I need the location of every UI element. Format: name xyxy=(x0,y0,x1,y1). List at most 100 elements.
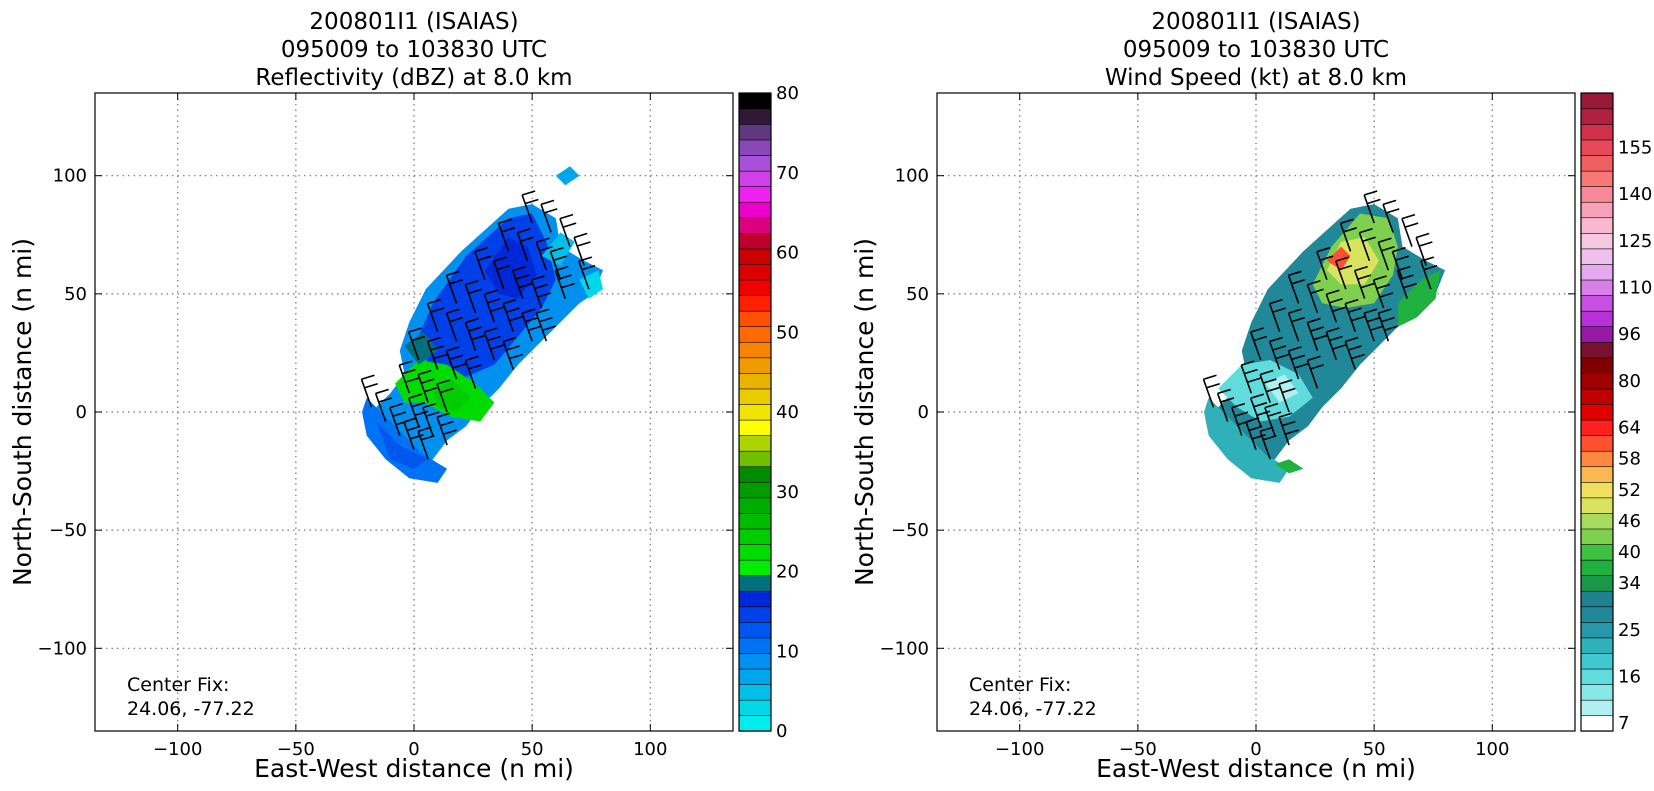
wind-barb-0 xyxy=(1202,374,1220,408)
colorbar-bin-37 xyxy=(1580,139,1614,156)
colorbar-bin-37 xyxy=(738,139,772,156)
reflectivity-colorbar: 0 10 20 30 40 50 60 70 80 xyxy=(738,83,799,742)
colorbar-tick-label-10: 96 xyxy=(1618,324,1641,345)
y-tick-label-1: −50 xyxy=(891,520,929,541)
colorbar-bin-25 xyxy=(1580,326,1614,343)
colorbar-bin-22 xyxy=(738,372,772,390)
y-tick-label-4: 100 xyxy=(895,166,929,187)
reflectivity-plot-area: −100 −50 0 50 100 −100 −50 0 50 100 Center Fix: 2… xyxy=(38,92,734,760)
left-ticks: −100 −50 0 50 100 −100 −50 0 50 100 xyxy=(38,93,733,760)
wind-barb-18 xyxy=(483,327,504,361)
colorbar-bin-2 xyxy=(1580,684,1614,701)
colorbar-bin-40 xyxy=(738,92,772,110)
wind-barb-21 xyxy=(1306,279,1324,314)
wind-barb-38 xyxy=(1420,256,1438,290)
colorbar-tick-label-0: 7 xyxy=(1618,713,1629,734)
y-tick-label-1: −50 xyxy=(49,520,87,541)
colorbar-bin-22 xyxy=(1580,372,1614,390)
y-tick-label-0: −100 xyxy=(880,638,929,659)
colorbar-tick-label-6: 60 xyxy=(776,243,799,264)
wind-barb-13 xyxy=(1287,346,1309,380)
colorbar-bin-24 xyxy=(738,341,772,359)
wind-barb-7 xyxy=(1278,412,1299,446)
colorbar-bin-36 xyxy=(738,154,772,172)
wind-barb-9 xyxy=(1259,369,1280,403)
colorbar-tick-label-3: 30 xyxy=(776,482,799,503)
field-region-8 xyxy=(1274,459,1304,474)
colorbar-bin-9 xyxy=(738,575,772,592)
right-x-axis-label: East-West distance (n mi) xyxy=(1096,754,1416,783)
field-region-10 xyxy=(376,421,429,469)
colorbar-tick-label-9: 80 xyxy=(1618,371,1641,392)
colorbar-bin-35 xyxy=(1580,170,1614,187)
colorbar-bin-1 xyxy=(738,699,772,717)
colorbar-bin-12 xyxy=(738,528,772,545)
wind-barb-4 xyxy=(417,426,435,460)
wind-barb-17 xyxy=(464,317,486,351)
wind-barb-24 xyxy=(1363,308,1384,342)
colorbar-bin-13 xyxy=(1580,512,1614,530)
field-region-9 xyxy=(555,166,580,186)
wind-barb-8 xyxy=(1240,360,1261,394)
right-title-line-2: 095009 to 103830 UTC xyxy=(1123,37,1389,63)
colorbar-bin-28 xyxy=(738,279,772,296)
colorbar-tick-label-8: 80 xyxy=(776,83,799,104)
wind-barb-0 xyxy=(360,374,378,408)
colorbar-bin-17 xyxy=(1580,450,1614,468)
colorbar-bin-29 xyxy=(1580,263,1614,281)
wind-barb-16 xyxy=(445,308,463,342)
wind-barb-5 xyxy=(1249,393,1271,427)
x-tick-label-1: −50 xyxy=(1119,739,1157,760)
colorbar-bin-21 xyxy=(1580,388,1614,405)
wind-barb-22 xyxy=(1325,289,1346,323)
colorbar-bin-30 xyxy=(1580,248,1614,265)
left-center-fix-value: 24.06, -77.22 xyxy=(127,698,255,720)
left-center-fix-label: Center Fix: xyxy=(127,674,229,696)
x-tick-label-2: 0 xyxy=(1250,739,1261,760)
colorbar-bin-39 xyxy=(738,108,772,125)
y-tick-label-3: 50 xyxy=(64,284,87,305)
right-y-axis-label: North-South distance (n mi) xyxy=(850,238,879,586)
colorbar-bin-17 xyxy=(738,450,772,468)
colorbar-bin-16 xyxy=(738,466,772,483)
colorbar-bin-21 xyxy=(738,388,772,405)
colorbar-bin-31 xyxy=(1580,232,1614,250)
wind-barb-6 xyxy=(1264,402,1282,436)
x-tick-label-0: −100 xyxy=(153,739,202,760)
wind-barb-32 xyxy=(1377,237,1395,271)
windspeed-colorbar: 7 16 25 34 40 46 52 58 64 80 96 110 125 140 155 xyxy=(1580,92,1652,734)
windspeed-panel: 200801I1 (ISAIAS) 095009 to 103830 UTC W… xyxy=(850,9,1652,783)
colorbar-bin-19 xyxy=(1580,419,1614,436)
colorbar-tick-label-4: 40 xyxy=(1618,542,1641,563)
colorbar-bin-12 xyxy=(1580,528,1614,545)
wind-barb-33 xyxy=(549,246,567,280)
colorbar-tick-label-5: 50 xyxy=(776,322,799,343)
y-tick-label-0: −100 xyxy=(38,638,87,659)
y-tick-label-2: 0 xyxy=(918,402,929,423)
colorbar-tick-label-13: 140 xyxy=(1618,184,1652,205)
colorbar-bin-25 xyxy=(738,326,772,343)
wind-barb-4 xyxy=(1259,426,1277,460)
left-title-line-3: Reflectivity (dBZ) at 8.0 km xyxy=(255,65,572,91)
wind-barb-20 xyxy=(445,270,463,304)
colorbar-bin-10 xyxy=(738,559,772,576)
wind-barb-12 xyxy=(426,336,448,370)
left-x-axis-label: East-West distance (n mi) xyxy=(254,754,574,783)
field-region-1 xyxy=(1204,397,1290,483)
colorbar-bin-30 xyxy=(738,248,772,265)
wind-barb-19 xyxy=(1344,336,1365,370)
colorbar-tick-label-3: 34 xyxy=(1618,573,1641,594)
x-tick-label-3: 50 xyxy=(521,739,544,760)
field-region-1 xyxy=(362,397,448,483)
wind-barb-14 xyxy=(464,355,482,389)
wind-barb-34 xyxy=(521,190,539,224)
wind-barb-10 xyxy=(436,379,454,413)
wind-barb-33 xyxy=(1391,246,1409,280)
colorbar-bin-4 xyxy=(1580,652,1614,670)
x-tick-label-4: 100 xyxy=(633,739,667,760)
colorbar-tick-label-5: 46 xyxy=(1618,511,1641,532)
y-tick-label-3: 50 xyxy=(906,284,929,305)
wind-barb-30 xyxy=(1339,218,1357,252)
wind-barb-39 xyxy=(554,265,575,299)
colorbar-bin-26 xyxy=(1580,310,1614,328)
